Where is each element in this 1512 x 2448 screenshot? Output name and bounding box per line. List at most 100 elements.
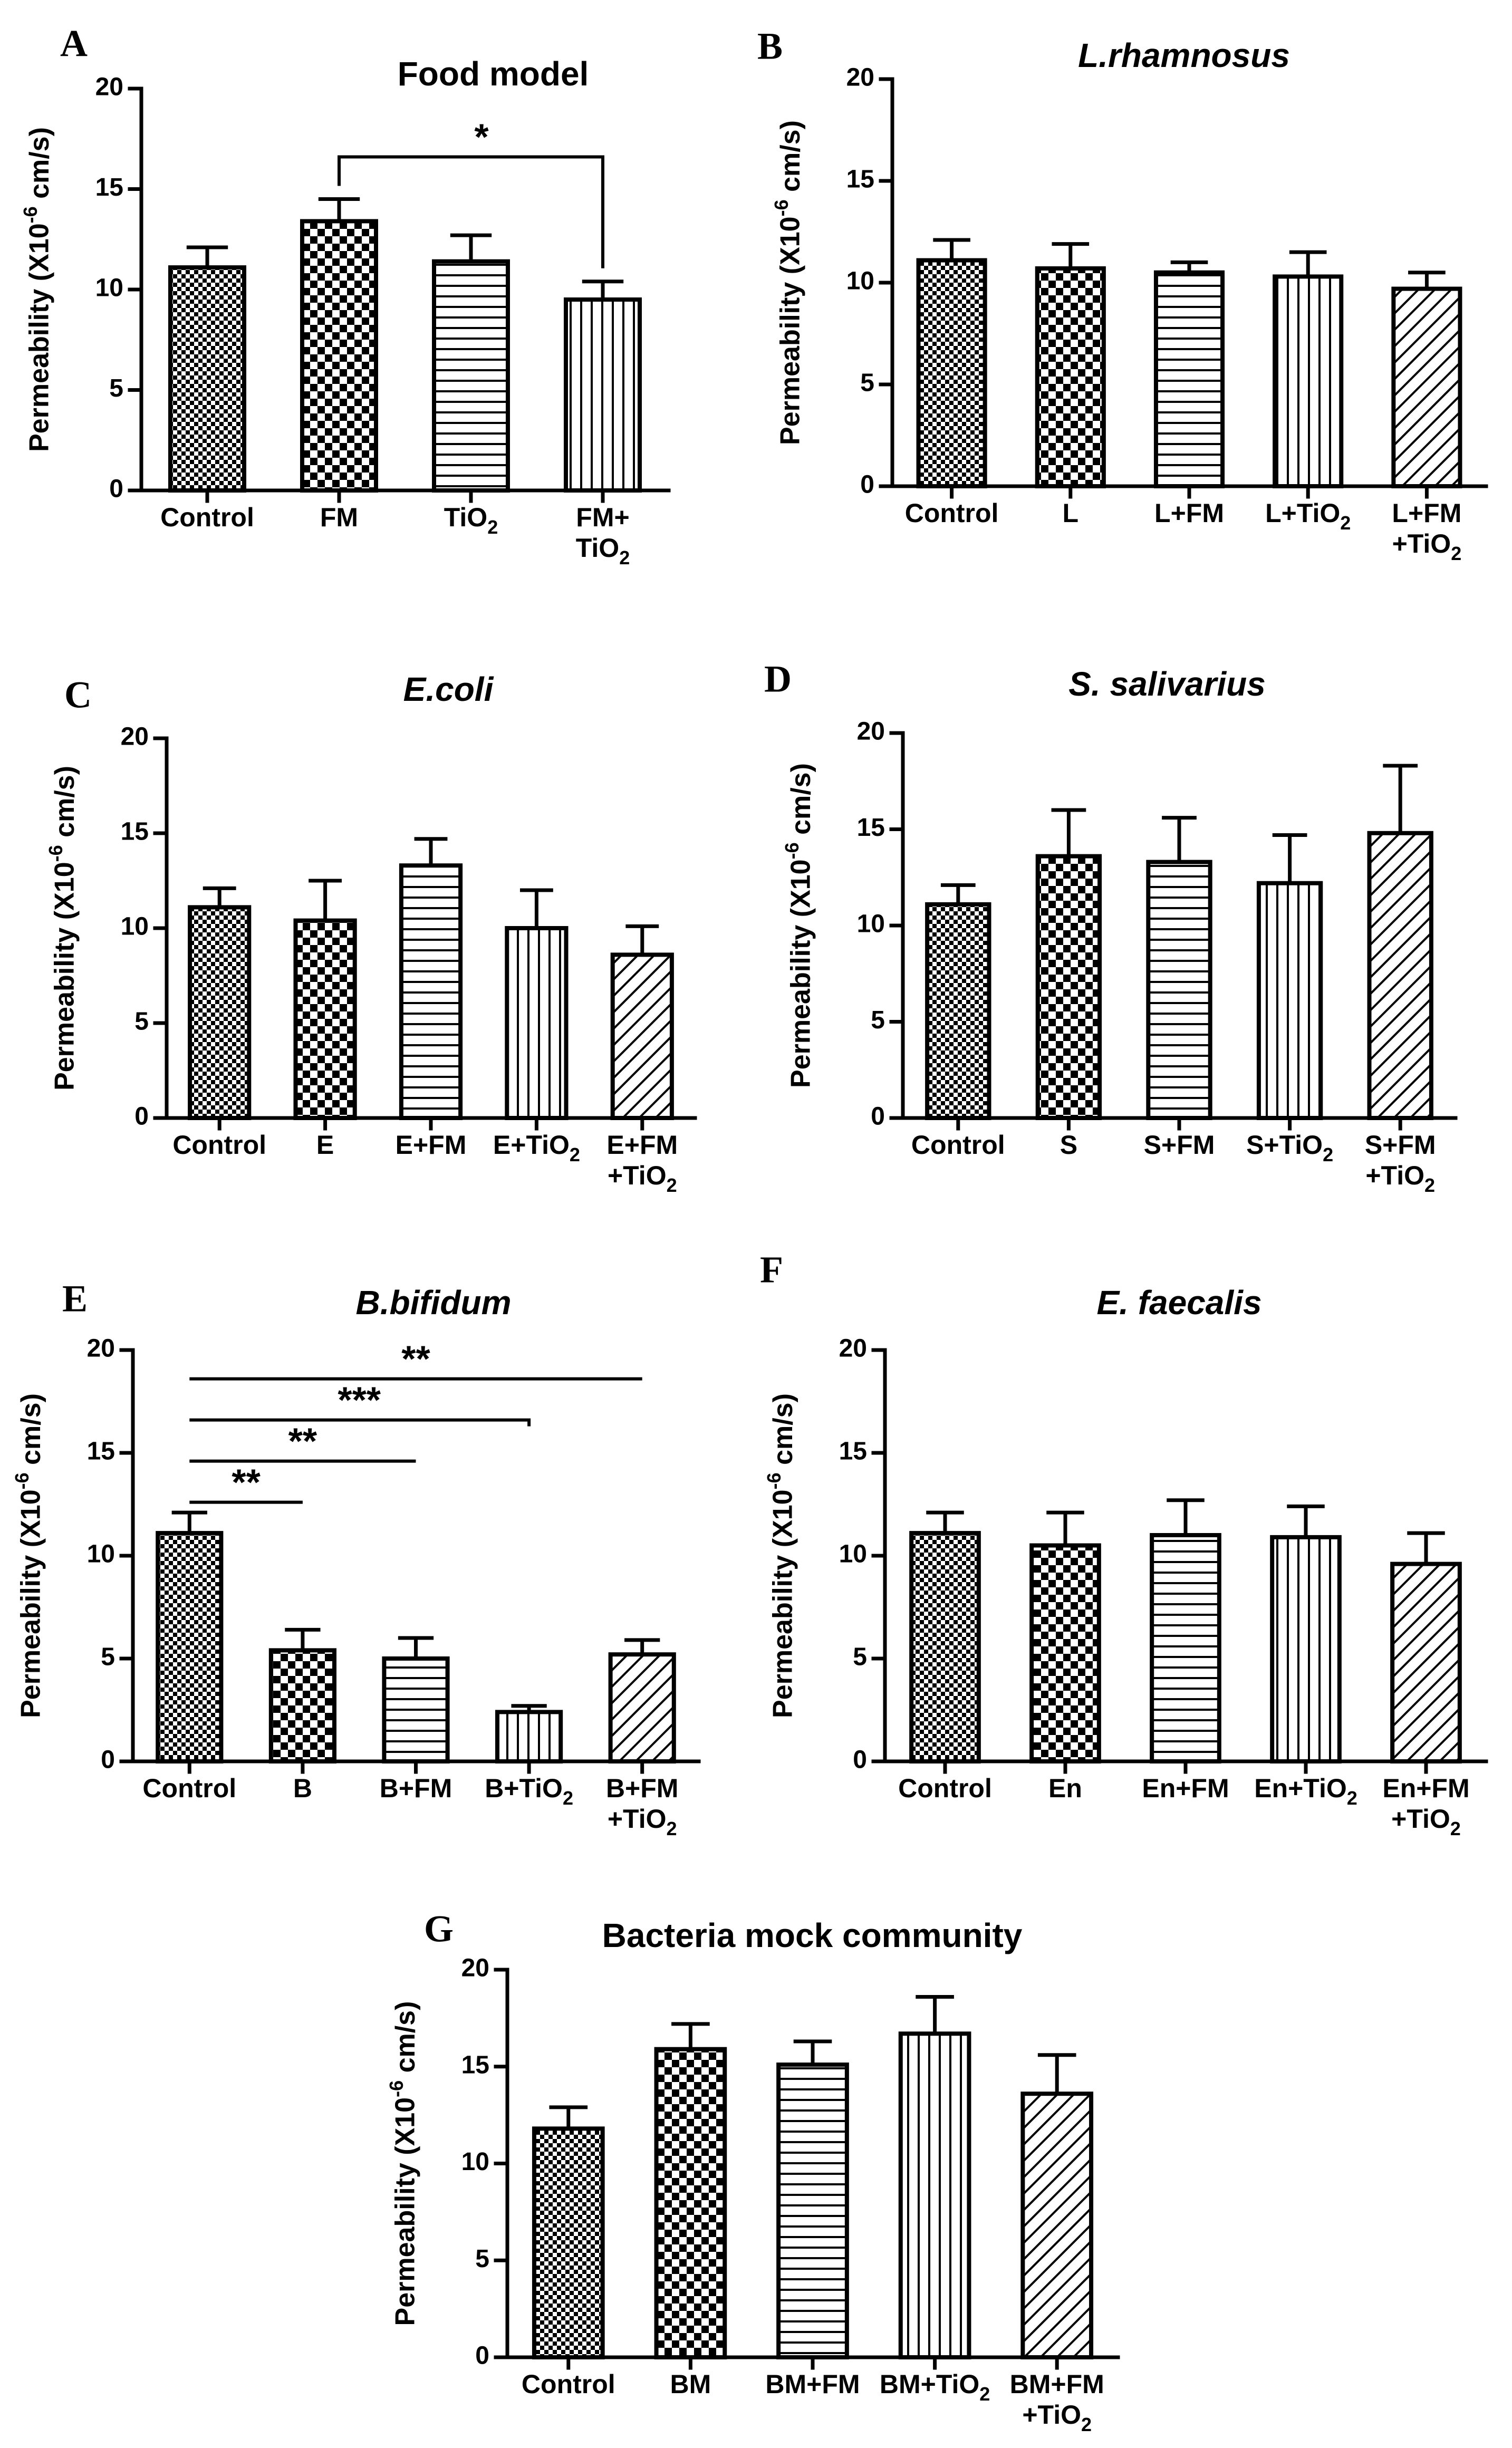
- x-tick-label: B+TiO2: [485, 1774, 573, 1809]
- bar-tio2: [432, 259, 510, 493]
- y-tick-label: 5: [860, 369, 874, 397]
- y-tick-label: 5: [475, 2245, 489, 2273]
- x-tick-label: Control: [172, 1130, 266, 1160]
- y-tick-label: 10: [846, 267, 874, 295]
- panels: A Food model Permeability (X10-6 cm/s) 0 5 10…: [11, 23, 1488, 2435]
- panel-letter: D: [764, 658, 792, 700]
- x-tick-label: Control: [142, 1774, 236, 1803]
- bar-e: [293, 918, 357, 1120]
- panel-d: D S. salivarius Permeability (X10-6 cm/s) 0…: [764, 658, 1458, 1196]
- x-tick-label: En: [1048, 1774, 1082, 1803]
- y-tick-label: 20: [87, 1335, 115, 1363]
- y-axis-label: Permeability (X10-6 cm/s): [763, 1393, 798, 1718]
- y-tick-label: 15: [95, 174, 123, 201]
- y-tick-label: 0: [871, 1103, 885, 1131]
- y-tick-label: 20: [461, 1954, 489, 1982]
- panel-a: A Food model Permeability (X10-6 cm/s) 0 5 10…: [20, 23, 671, 568]
- x-tick-label: B+FM: [380, 1774, 452, 1803]
- bar-en-fm-tio2: [1390, 1562, 1462, 1764]
- bar-l: [1035, 266, 1106, 488]
- bar-en-fm: [1150, 1533, 1221, 1763]
- panel-letter: B: [757, 25, 783, 68]
- y-tick-label: 20: [846, 64, 874, 92]
- bar-b-tio2: [495, 1710, 563, 1763]
- panel-e: E B.bifidum Permeability (X10-6 cm/s) 0 5 10 1…: [11, 1278, 701, 1839]
- bar-l-fm: [1153, 270, 1225, 488]
- x-tick-label: B+FM: [606, 1774, 679, 1803]
- bar-s-fm: [1146, 860, 1212, 1121]
- x-tick-label: L+TiO2: [1265, 498, 1351, 534]
- bar-control: [925, 902, 991, 1120]
- y-tick-label: 0: [101, 1746, 115, 1774]
- x-tick-label: L+FM: [1154, 498, 1224, 528]
- x-tick-label: S+FM: [1365, 1130, 1436, 1160]
- y-tick-label: 5: [853, 1643, 867, 1671]
- significance-bracket: [338, 155, 604, 268]
- bar-en: [1029, 1543, 1101, 1763]
- y-tick-label: 20: [839, 1335, 867, 1363]
- x-tick-label: E+TiO2: [493, 1130, 580, 1165]
- y-tick-label: 10: [95, 274, 123, 302]
- x-tick-label: BM: [670, 2369, 711, 2399]
- y-tick-label: 10: [87, 1540, 115, 1568]
- y-tick-label: 0: [860, 471, 874, 499]
- x-tick-label: Control: [898, 1774, 992, 1803]
- x-tick-label: FM+: [576, 503, 629, 532]
- panel-c: C E.coli Permeability (X10-6 cm/s) 0 5 10 15 20…: [45, 670, 697, 1196]
- bar-control: [916, 258, 987, 488]
- bar-control: [156, 1531, 224, 1764]
- x-tick-label: E: [316, 1130, 334, 1160]
- x-tick-label: +TiO2: [608, 1161, 677, 1196]
- bar-control: [188, 905, 252, 1121]
- x-tick-label: +TiO2: [1365, 1161, 1435, 1196]
- y-tick-label: 10: [839, 1540, 867, 1568]
- bar-s: [1035, 854, 1102, 1120]
- chart-title: B.bifidum: [355, 1284, 511, 1322]
- y-axis-label: Permeability (X10-6 cm/s): [20, 127, 55, 452]
- bar-bm-fm-tio2: [1020, 2092, 1094, 2359]
- y-tick-label: 10: [857, 910, 885, 938]
- bar-l-tio2: [1273, 274, 1344, 488]
- y-tick-label: 15: [121, 818, 149, 846]
- y-tick-label: 10: [121, 913, 149, 941]
- x-tick-label: Control: [905, 498, 999, 528]
- y-axis-label: Permeability (X10-6 cm/s): [45, 766, 80, 1091]
- y-tick-label: 0: [134, 1103, 149, 1131]
- x-tick-label: FM: [320, 503, 358, 532]
- bar-b-fm-tio2: [608, 1652, 676, 1763]
- y-axis-label: Permeability (X10-6 cm/s): [11, 1393, 46, 1718]
- chart-title: Bacteria mock community: [602, 1916, 1023, 1954]
- chart-title: E.coli: [403, 670, 494, 708]
- bar-fm-tio2: [564, 297, 642, 493]
- bar-bm-tio2: [898, 2031, 971, 2359]
- x-tick-label: +TiO2: [1392, 529, 1462, 564]
- x-tick-label: TiO2: [444, 503, 498, 538]
- y-tick-label: 20: [95, 73, 123, 101]
- significance-label: *: [474, 117, 489, 158]
- x-tick-label: BM+TiO2: [880, 2369, 990, 2405]
- x-tick-label: B: [293, 1774, 312, 1803]
- panel-f: F E. faecalis Permeability (X10-6 cm/s) 0 5 1…: [760, 1249, 1488, 1839]
- panel-letter: A: [60, 23, 88, 65]
- y-tick-label: 15: [857, 814, 885, 842]
- x-tick-label: Control: [522, 2369, 615, 2399]
- x-tick-label: S: [1060, 1130, 1077, 1160]
- chart-title: S. salivarius: [1068, 665, 1266, 703]
- x-tick-label: E+FM: [606, 1130, 678, 1160]
- x-tick-label: En+FM: [1382, 1774, 1469, 1803]
- bar-en-tio2: [1270, 1535, 1342, 1763]
- significance-label: **: [401, 1338, 430, 1380]
- x-tick-label: TiO2: [576, 533, 630, 568]
- y-tick-label: 20: [121, 723, 149, 751]
- bar-s-fm-tio2: [1367, 831, 1433, 1121]
- chart-title: Food model: [398, 55, 589, 93]
- bar-control: [532, 2126, 605, 2360]
- y-tick-label: 15: [87, 1438, 115, 1466]
- y-tick-label: 15: [846, 166, 874, 194]
- y-tick-label: 15: [839, 1438, 867, 1466]
- y-axis-label: Permeability (X10-6 cm/s): [386, 2001, 421, 2326]
- significance-line: [189, 1418, 531, 1427]
- x-tick-label: L: [1063, 498, 1079, 528]
- x-tick-label: Control: [911, 1130, 1005, 1160]
